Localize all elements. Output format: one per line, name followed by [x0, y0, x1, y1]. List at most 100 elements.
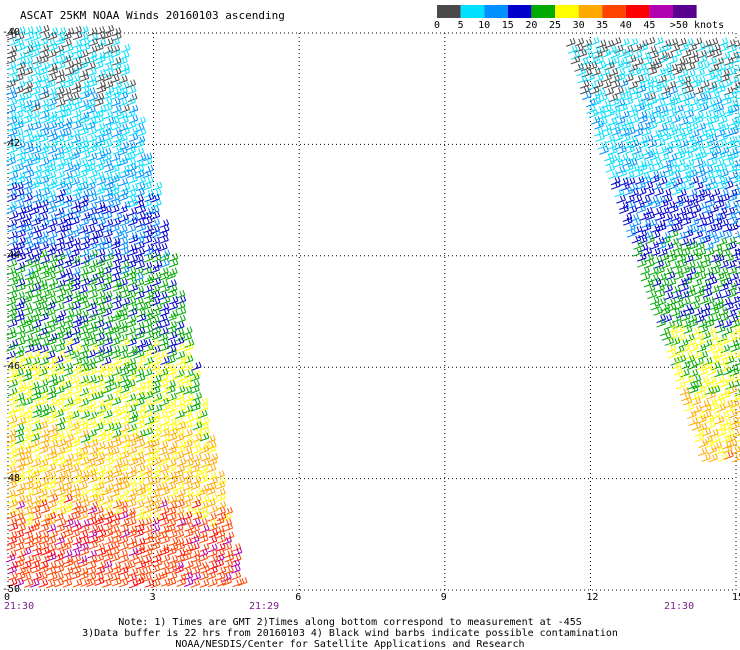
wind-barb — [671, 186, 682, 196]
wind-barb — [104, 37, 114, 47]
wind-barb — [111, 350, 121, 360]
wind-barb — [72, 362, 83, 372]
wind-barb — [134, 576, 145, 586]
wind-barb — [79, 248, 90, 258]
wind-barb — [127, 528, 137, 538]
wind-barb — [14, 487, 25, 497]
wind-barb — [87, 241, 98, 251]
wind-barb — [54, 258, 64, 268]
wind-barb — [670, 285, 681, 294]
wind-barb — [14, 475, 25, 484]
wind-barb — [704, 67, 714, 77]
wind-barb — [610, 104, 621, 114]
wind-barb — [39, 157, 50, 167]
wind-barb — [174, 512, 185, 522]
wind-barb — [580, 85, 590, 95]
note-line-3: NOAA/NESDIS/Center for Satellite Applica… — [175, 639, 525, 650]
wind-barb — [80, 230, 90, 240]
wind-barb — [47, 561, 57, 570]
wind-barb — [64, 254, 75, 264]
wind-barb — [102, 127, 112, 137]
wind-barb — [679, 386, 690, 396]
wind-barb — [159, 543, 170, 553]
wind-barb — [109, 525, 120, 534]
wind-barb — [40, 122, 50, 131]
wind-barb — [86, 61, 96, 71]
wind-barb — [88, 524, 99, 534]
wind-barb — [199, 524, 210, 534]
wind-barb — [142, 266, 153, 276]
wind-barb — [5, 86, 16, 96]
wind-barb — [118, 192, 128, 202]
wind-barb — [685, 134, 695, 144]
wind-barb — [722, 366, 733, 376]
wind-barb — [183, 439, 193, 449]
wind-barb — [151, 537, 161, 546]
wind-barb — [63, 117, 73, 127]
wind-barb — [78, 505, 88, 515]
wind-barb — [721, 243, 732, 252]
longitude-label: 0 — [4, 592, 11, 603]
wind-barb — [39, 199, 49, 209]
wind-barb — [715, 158, 725, 168]
wind-barb — [86, 163, 96, 173]
map-title: ASCAT 25KM NOAA Winds 20160103 ascending — [20, 9, 285, 22]
wind-barb — [152, 271, 162, 281]
wind-barb — [688, 360, 698, 370]
wind-barb — [7, 475, 18, 485]
wind-barb — [152, 260, 163, 269]
wind-barb — [190, 542, 200, 552]
wind-barb — [181, 476, 192, 485]
wind-barb — [581, 62, 592, 72]
wind-barb — [40, 187, 51, 197]
wind-barb — [634, 98, 644, 107]
wind-barb — [38, 367, 48, 377]
wind-barb — [16, 416, 27, 426]
wind-barb — [165, 385, 176, 395]
wind-barb — [32, 230, 43, 240]
wind-barb — [54, 147, 65, 156]
wind-barb — [712, 49, 723, 58]
wind-barb — [55, 170, 66, 180]
wind-barb — [167, 494, 178, 504]
wind-barb — [176, 307, 187, 316]
wind-barb — [103, 362, 113, 372]
wind-barb — [126, 85, 137, 95]
wind-barb — [62, 187, 72, 197]
wind-barb — [698, 447, 708, 457]
wind-barb — [705, 439, 715, 449]
wind-barb — [676, 111, 687, 120]
wind-barb — [62, 108, 72, 118]
wind-barb — [667, 223, 677, 233]
wind-barb — [160, 319, 170, 329]
wind-barb — [126, 297, 137, 306]
wind-barb — [48, 57, 59, 66]
wind-barb — [94, 266, 105, 276]
wind-barb — [47, 433, 58, 443]
wind-barb — [167, 392, 177, 402]
wind-barb — [645, 259, 655, 269]
wind-barb — [680, 312, 691, 322]
wind-barb — [150, 513, 161, 523]
wind-barb — [62, 445, 73, 454]
wind-barb — [46, 579, 56, 589]
wind-barb — [30, 48, 40, 58]
wind-barb — [120, 200, 131, 210]
wind-barb — [6, 489, 16, 499]
wind-barb — [14, 423, 25, 433]
wind-barb — [715, 175, 726, 185]
wind-barb — [86, 458, 96, 468]
wind-barb — [39, 98, 50, 108]
wind-barb — [47, 145, 58, 155]
wind-barb — [167, 501, 178, 511]
wind-barb — [30, 242, 40, 251]
wind-barb — [651, 199, 661, 209]
wind-speed-colorbar — [437, 5, 697, 18]
wind-barb — [47, 254, 58, 264]
wind-barb — [200, 494, 210, 504]
wind-barb — [95, 128, 106, 138]
wind-barb — [686, 381, 697, 390]
wind-barb — [702, 39, 712, 49]
wind-barb — [654, 162, 664, 172]
wind-barb — [104, 252, 114, 262]
